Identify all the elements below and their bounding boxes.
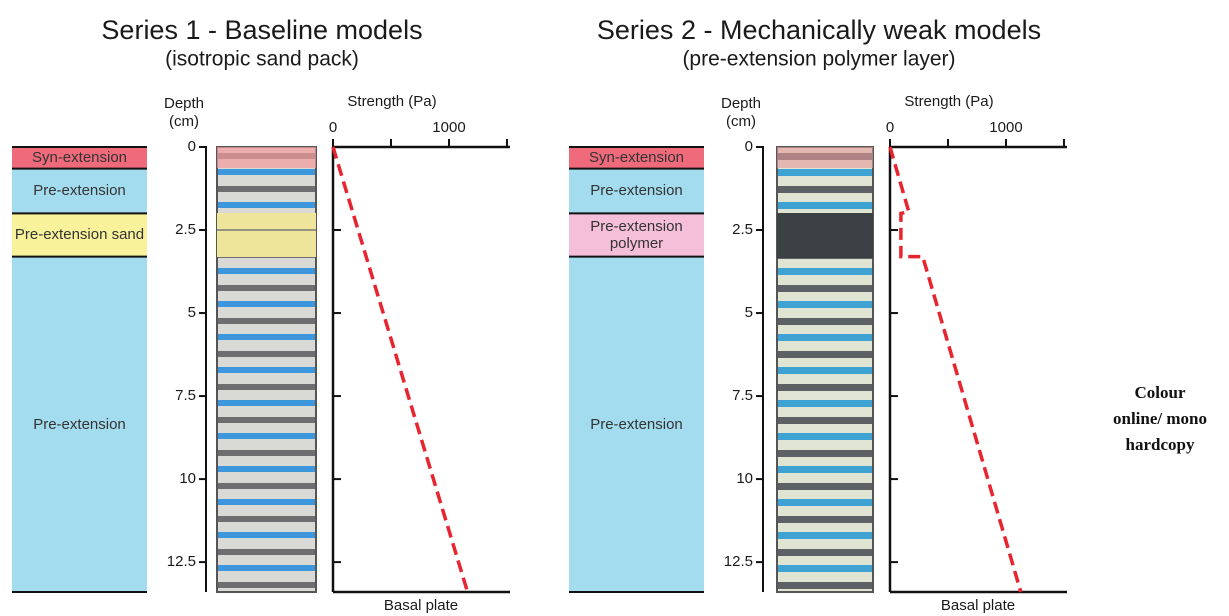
- layer-label: Pre-extension: [569, 169, 704, 214]
- sand-layer: [217, 147, 316, 168]
- layer-label: Pre-extension sand: [12, 213, 147, 256]
- polymer-layer: [777, 213, 873, 258]
- layer-label: Pre-extension: [569, 257, 704, 592]
- y-tick-label: 0: [188, 138, 196, 155]
- strength-profile: [890, 147, 1021, 592]
- y-tick-label: 7.5: [175, 387, 196, 404]
- layer-label: Pre-extension: [12, 257, 147, 592]
- y-tick-label: 10: [736, 470, 753, 487]
- strength-profile: [333, 147, 468, 592]
- y-tick-label: 7.5: [732, 387, 753, 404]
- y-tick-label: 0: [745, 138, 753, 155]
- colour-note: Colour online/ mono hardcopy: [1112, 380, 1208, 458]
- x-tick-label: 0: [329, 119, 337, 136]
- y-tick-label: 12.5: [724, 553, 753, 570]
- y-tick-label: 5: [188, 304, 196, 321]
- subtitle: (isotropic sand pack): [165, 48, 359, 71]
- y-tick-label: 2.5: [175, 221, 196, 238]
- x-tick-label: 1000: [432, 119, 465, 136]
- x-tick-label: 1000: [989, 119, 1022, 136]
- layer-label: Syn-extension: [569, 147, 704, 169]
- y-tick-label: 2.5: [732, 221, 753, 238]
- x-label: Strength (Pa): [904, 93, 993, 110]
- y-tick-label: 10: [179, 470, 196, 487]
- y-tick-label: 12.5: [167, 553, 196, 570]
- layer-label: Pre-extension: [12, 169, 147, 214]
- layer-label: Syn-extension: [12, 147, 147, 169]
- y-tick-label: 5: [745, 304, 753, 321]
- y-label: (cm): [169, 113, 199, 130]
- y-label: Depth: [164, 95, 204, 112]
- y-label: Depth: [721, 95, 761, 112]
- figure: Series 1 - Baseline models (isotropic san…: [0, 0, 1229, 616]
- y-label: (cm): [726, 113, 756, 130]
- sand-layer: [217, 213, 316, 257]
- title: Series 2 - Mechanically weak models: [597, 15, 1041, 45]
- bottom-label: Basal plate: [941, 597, 1015, 614]
- subtitle: (pre-extension polymer layer): [682, 48, 955, 71]
- x-label: Strength (Pa): [347, 93, 436, 110]
- layer-label: Pre-extension polymer: [569, 213, 704, 256]
- x-tick-label: 0: [886, 119, 894, 136]
- title: Series 1 - Baseline models: [101, 15, 422, 45]
- bottom-label: Basal plate: [384, 597, 458, 614]
- sand-layer: [777, 147, 873, 168]
